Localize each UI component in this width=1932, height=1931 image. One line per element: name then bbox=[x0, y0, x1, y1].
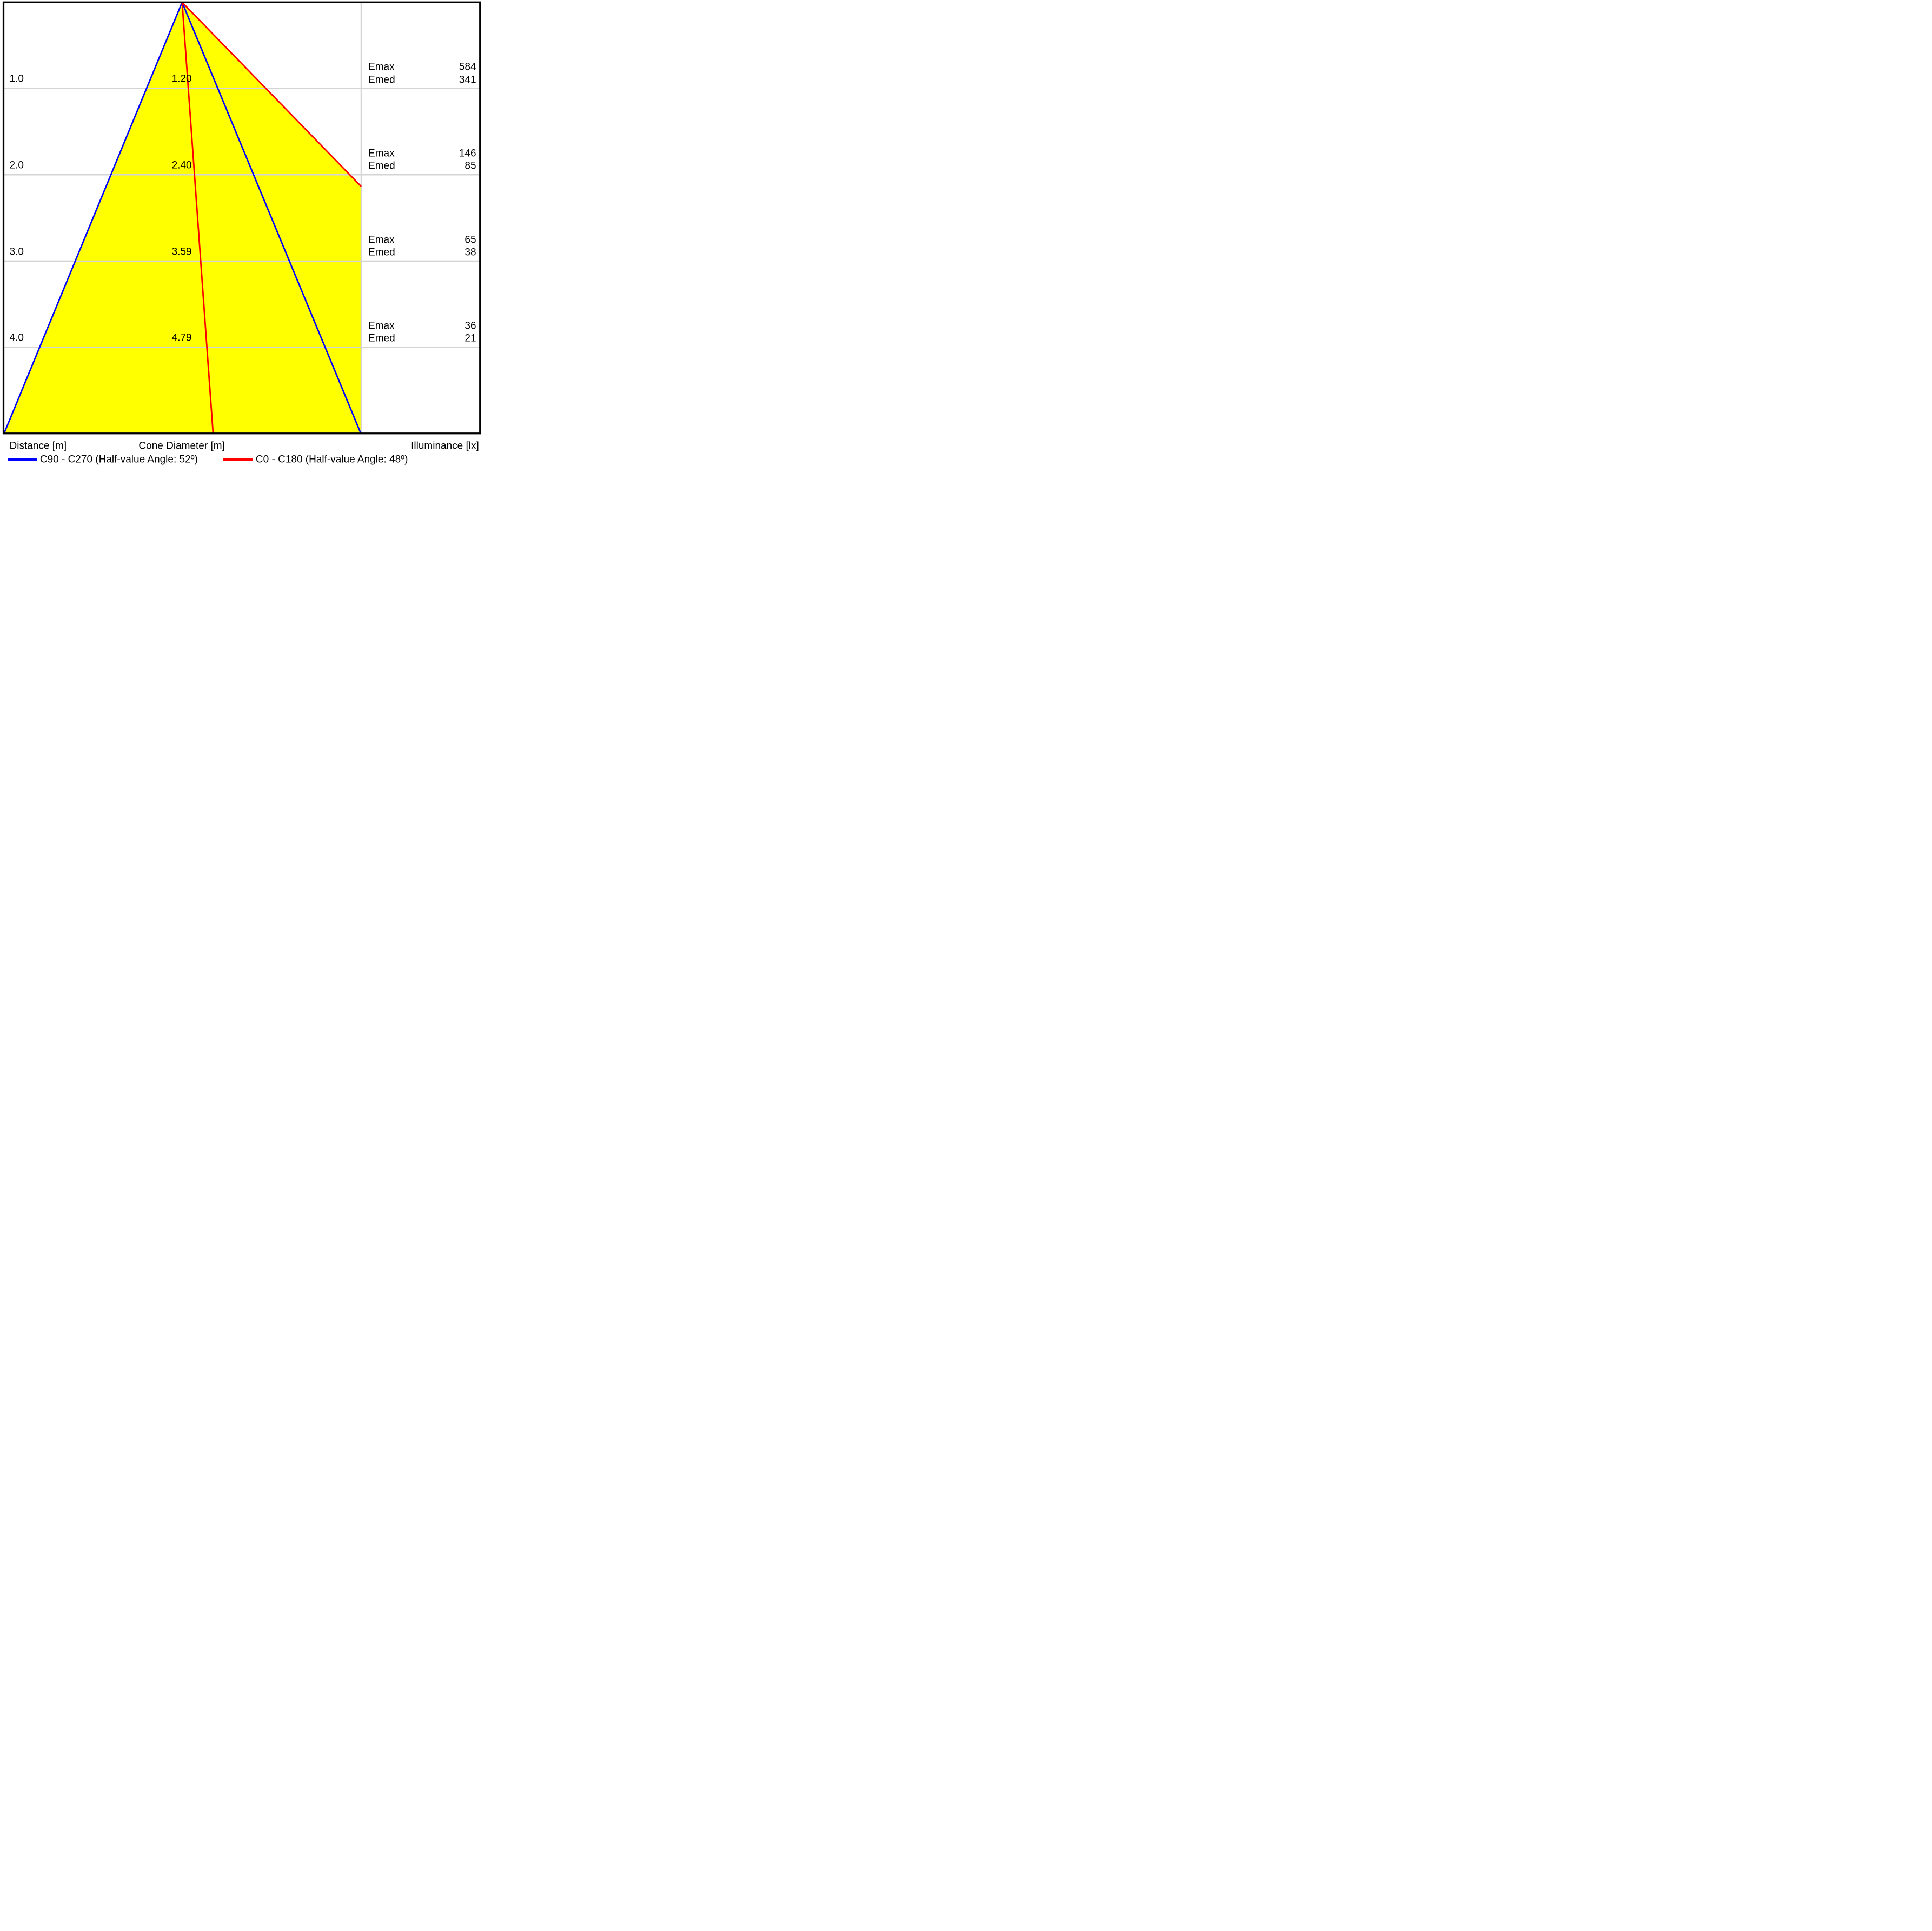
cone-svg bbox=[2, 1, 481, 435]
cone-diameter-label-3: 3.59 bbox=[171, 246, 192, 258]
emed-label: Emed bbox=[368, 74, 395, 86]
emax-label: Emax bbox=[368, 320, 395, 332]
emax-row-2: Emax 146 bbox=[368, 148, 476, 158]
emax-row-4: Emax 36 bbox=[368, 321, 476, 331]
emed-value: 38 bbox=[464, 247, 476, 258]
emax-row-3: Emax 65 bbox=[368, 235, 476, 245]
emed-row-4: Emed 21 bbox=[368, 334, 476, 344]
illuminance-axis-label: Illuminance [lx] bbox=[411, 440, 479, 451]
cone-diameter-label-4: 4.79 bbox=[171, 332, 192, 344]
cone-diameter-label-1: 1.20 bbox=[171, 73, 192, 85]
cone-diameter-axis-label: Cone Diameter [m] bbox=[138, 440, 225, 451]
emed-label: Emed bbox=[368, 332, 395, 344]
cone-diameter-label-2: 2.40 bbox=[171, 159, 192, 171]
distance-label-3: 3.0 bbox=[9, 246, 24, 258]
emed-value: 341 bbox=[459, 74, 476, 86]
emax-value: 146 bbox=[459, 148, 476, 159]
c90-legend-line bbox=[7, 458, 37, 461]
emax-value: 36 bbox=[464, 320, 476, 332]
emax-label: Emax bbox=[368, 148, 395, 159]
distance-label-4: 4.0 bbox=[9, 332, 24, 344]
c0-legend-label: C0 - C180 (Half-value Angle: 48º) bbox=[255, 454, 408, 465]
c90-legend-label: C90 - C270 (Half-value Angle: 52º) bbox=[39, 454, 198, 465]
distance-label-1: 1.0 bbox=[9, 73, 24, 85]
emed-label: Emed bbox=[368, 247, 395, 258]
light-cone-diagram: 1.0 2.0 3.0 4.0 1.20 2.40 3.59 4.79 Emax… bbox=[0, 0, 483, 483]
distance-label-2: 2.0 bbox=[9, 159, 24, 171]
emax-label: Emax bbox=[368, 234, 395, 246]
emed-value: 21 bbox=[464, 332, 476, 344]
emax-value: 65 bbox=[464, 234, 476, 246]
emax-label: Emax bbox=[368, 61, 395, 73]
c0-legend-line bbox=[223, 458, 253, 461]
emed-row-1: Emed 341 bbox=[368, 75, 476, 85]
distance-axis-label: Distance [m] bbox=[9, 440, 67, 451]
emed-label: Emed bbox=[368, 160, 395, 172]
emed-row-3: Emed 38 bbox=[368, 247, 476, 257]
emed-row-2: Emed 85 bbox=[368, 161, 476, 171]
emax-value: 584 bbox=[459, 61, 476, 73]
emed-value: 85 bbox=[464, 160, 476, 172]
emax-row-1: Emax 584 bbox=[368, 62, 476, 72]
